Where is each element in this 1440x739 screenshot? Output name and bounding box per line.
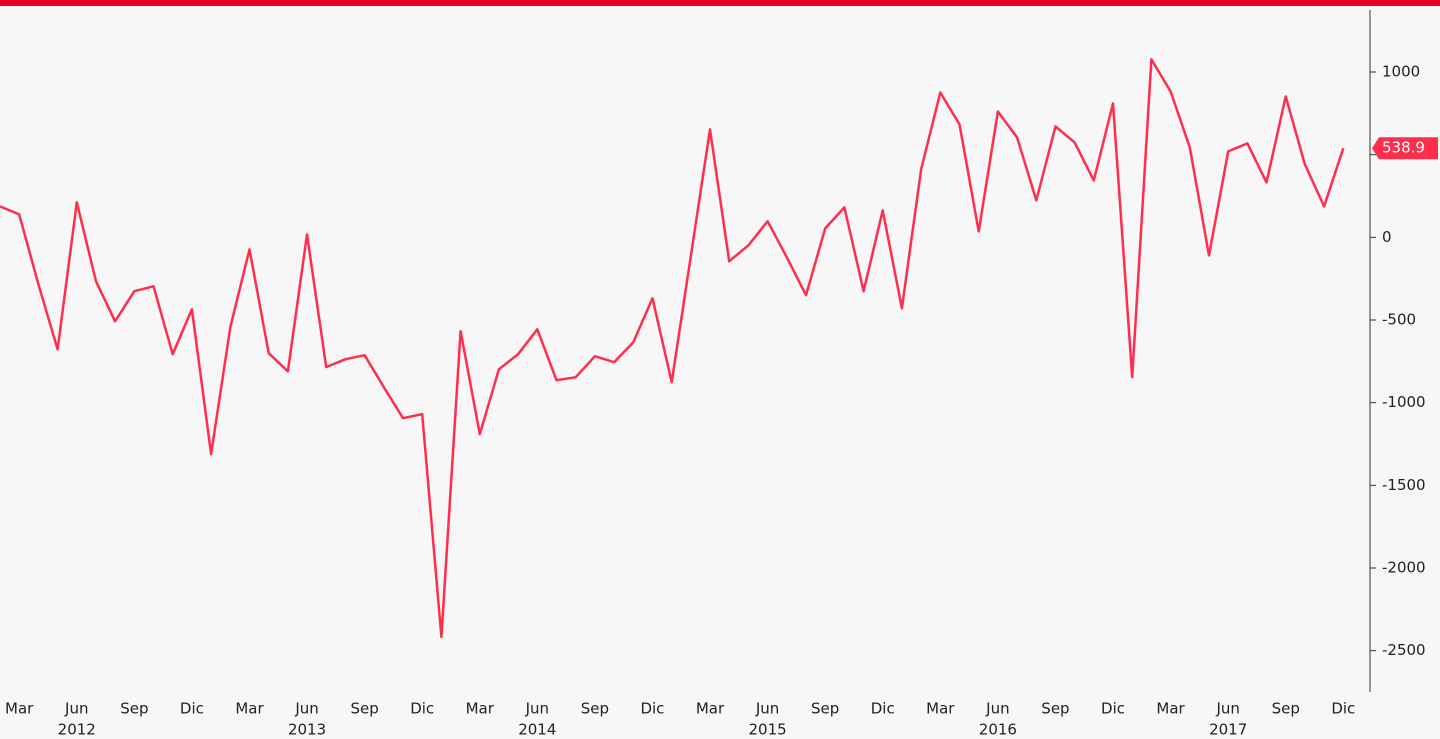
y-tick-label: -2000 bbox=[1382, 559, 1426, 577]
top-bar bbox=[0, 0, 1440, 6]
x-tick-label: Jun bbox=[755, 700, 779, 718]
x-tick-label: Sep bbox=[120, 700, 148, 718]
x-tick-label: Mar bbox=[466, 700, 495, 718]
x-tick-label: Mar bbox=[235, 700, 264, 718]
x-tick-label: Dic bbox=[1101, 700, 1125, 718]
series-line bbox=[0, 58, 1345, 639]
x-tick-label: Dic bbox=[180, 700, 204, 718]
y-tick-label: 1000 bbox=[1382, 63, 1420, 81]
year-label: 2012 bbox=[58, 721, 96, 739]
y-tick-label: -500 bbox=[1382, 311, 1416, 329]
x-tick-label: Dic bbox=[410, 700, 434, 718]
x-tick-label: Sep bbox=[581, 700, 609, 718]
x-tick-label: Mar bbox=[5, 700, 34, 718]
last-value-box bbox=[1372, 137, 1438, 160]
x-tick-label: Jun bbox=[985, 700, 1009, 718]
x-tick-label: Mar bbox=[926, 700, 955, 718]
y-tick-label: 0 bbox=[1382, 228, 1392, 246]
x-tick-label: Dic bbox=[1331, 700, 1355, 718]
x-tick-label: Jun bbox=[64, 700, 88, 718]
x-tick-label: Dic bbox=[640, 700, 664, 718]
x-tick-label: Sep bbox=[350, 700, 378, 718]
year-label: 2014 bbox=[518, 721, 556, 739]
x-tick-label: Sep bbox=[1041, 700, 1069, 718]
x-tick-label: Jun bbox=[525, 700, 549, 718]
x-tick-label: Dic bbox=[871, 700, 895, 718]
year-label: 2016 bbox=[979, 721, 1017, 739]
x-tick-label: Jun bbox=[294, 700, 318, 718]
x-tick-label: Mar bbox=[696, 700, 725, 718]
x-tick-label: Sep bbox=[811, 700, 839, 718]
y-tick-label: -1000 bbox=[1382, 393, 1426, 411]
year-label: 2017 bbox=[1209, 721, 1247, 739]
y-tick-label: -2500 bbox=[1382, 641, 1426, 659]
x-tick-label: Jun bbox=[1215, 700, 1239, 718]
year-label: 2013 bbox=[288, 721, 326, 739]
x-tick-label: Mar bbox=[1156, 700, 1185, 718]
y-tick-label: -1500 bbox=[1382, 476, 1426, 494]
year-label: 2015 bbox=[749, 721, 787, 739]
x-tick-label: Sep bbox=[1272, 700, 1300, 718]
last-value-label: 538.9 bbox=[1382, 139, 1425, 157]
